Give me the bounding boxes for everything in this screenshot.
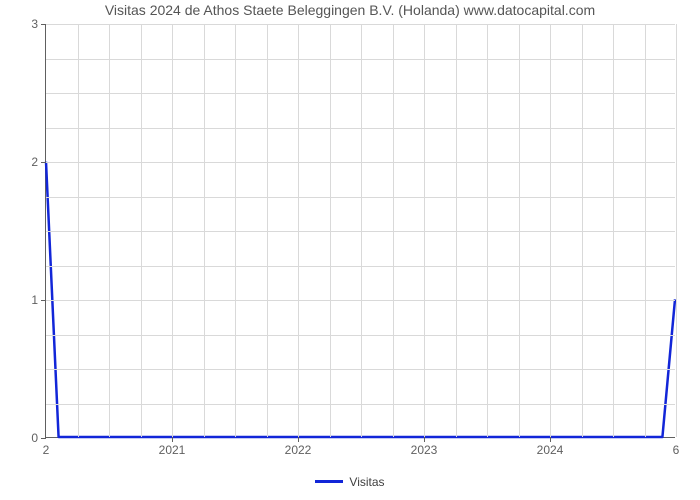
y-tick-mark: [41, 300, 46, 301]
grid-line-v: [330, 24, 331, 437]
chart-plot-area: 0123202120222023202426: [45, 24, 675, 438]
grid-line-v: [613, 24, 614, 437]
chart-legend: Visitas: [0, 474, 700, 489]
x-secondary-label-left: 2: [43, 437, 50, 457]
grid-line-v: [645, 24, 646, 437]
chart-title: Visitas 2024 de Athos Staete Beleggingen…: [0, 2, 700, 18]
legend-label: Visitas: [349, 475, 384, 489]
grid-line-v: [487, 24, 488, 437]
x-tick-mark: [424, 437, 425, 442]
y-tick-mark: [41, 24, 46, 25]
x-tick-mark: [550, 437, 551, 442]
grid-line-v: [456, 24, 457, 437]
grid-line-v: [676, 24, 677, 437]
legend-swatch: [315, 480, 343, 483]
grid-line-v: [550, 24, 551, 437]
grid-line-v: [424, 24, 425, 437]
grid-line-v: [267, 24, 268, 437]
y-tick-mark: [41, 162, 46, 163]
x-secondary-label-right: 6: [673, 437, 680, 457]
grid-line-v: [141, 24, 142, 437]
grid-line-v: [235, 24, 236, 437]
x-tick-mark: [298, 437, 299, 442]
grid-line-v: [361, 24, 362, 437]
grid-line-v: [78, 24, 79, 437]
grid-line-v: [204, 24, 205, 437]
grid-line-v: [582, 24, 583, 437]
grid-line-v: [172, 24, 173, 437]
x-tick-mark: [172, 437, 173, 442]
grid-line-v: [393, 24, 394, 437]
grid-line-v: [298, 24, 299, 437]
grid-line-v: [519, 24, 520, 437]
grid-line-v: [109, 24, 110, 437]
